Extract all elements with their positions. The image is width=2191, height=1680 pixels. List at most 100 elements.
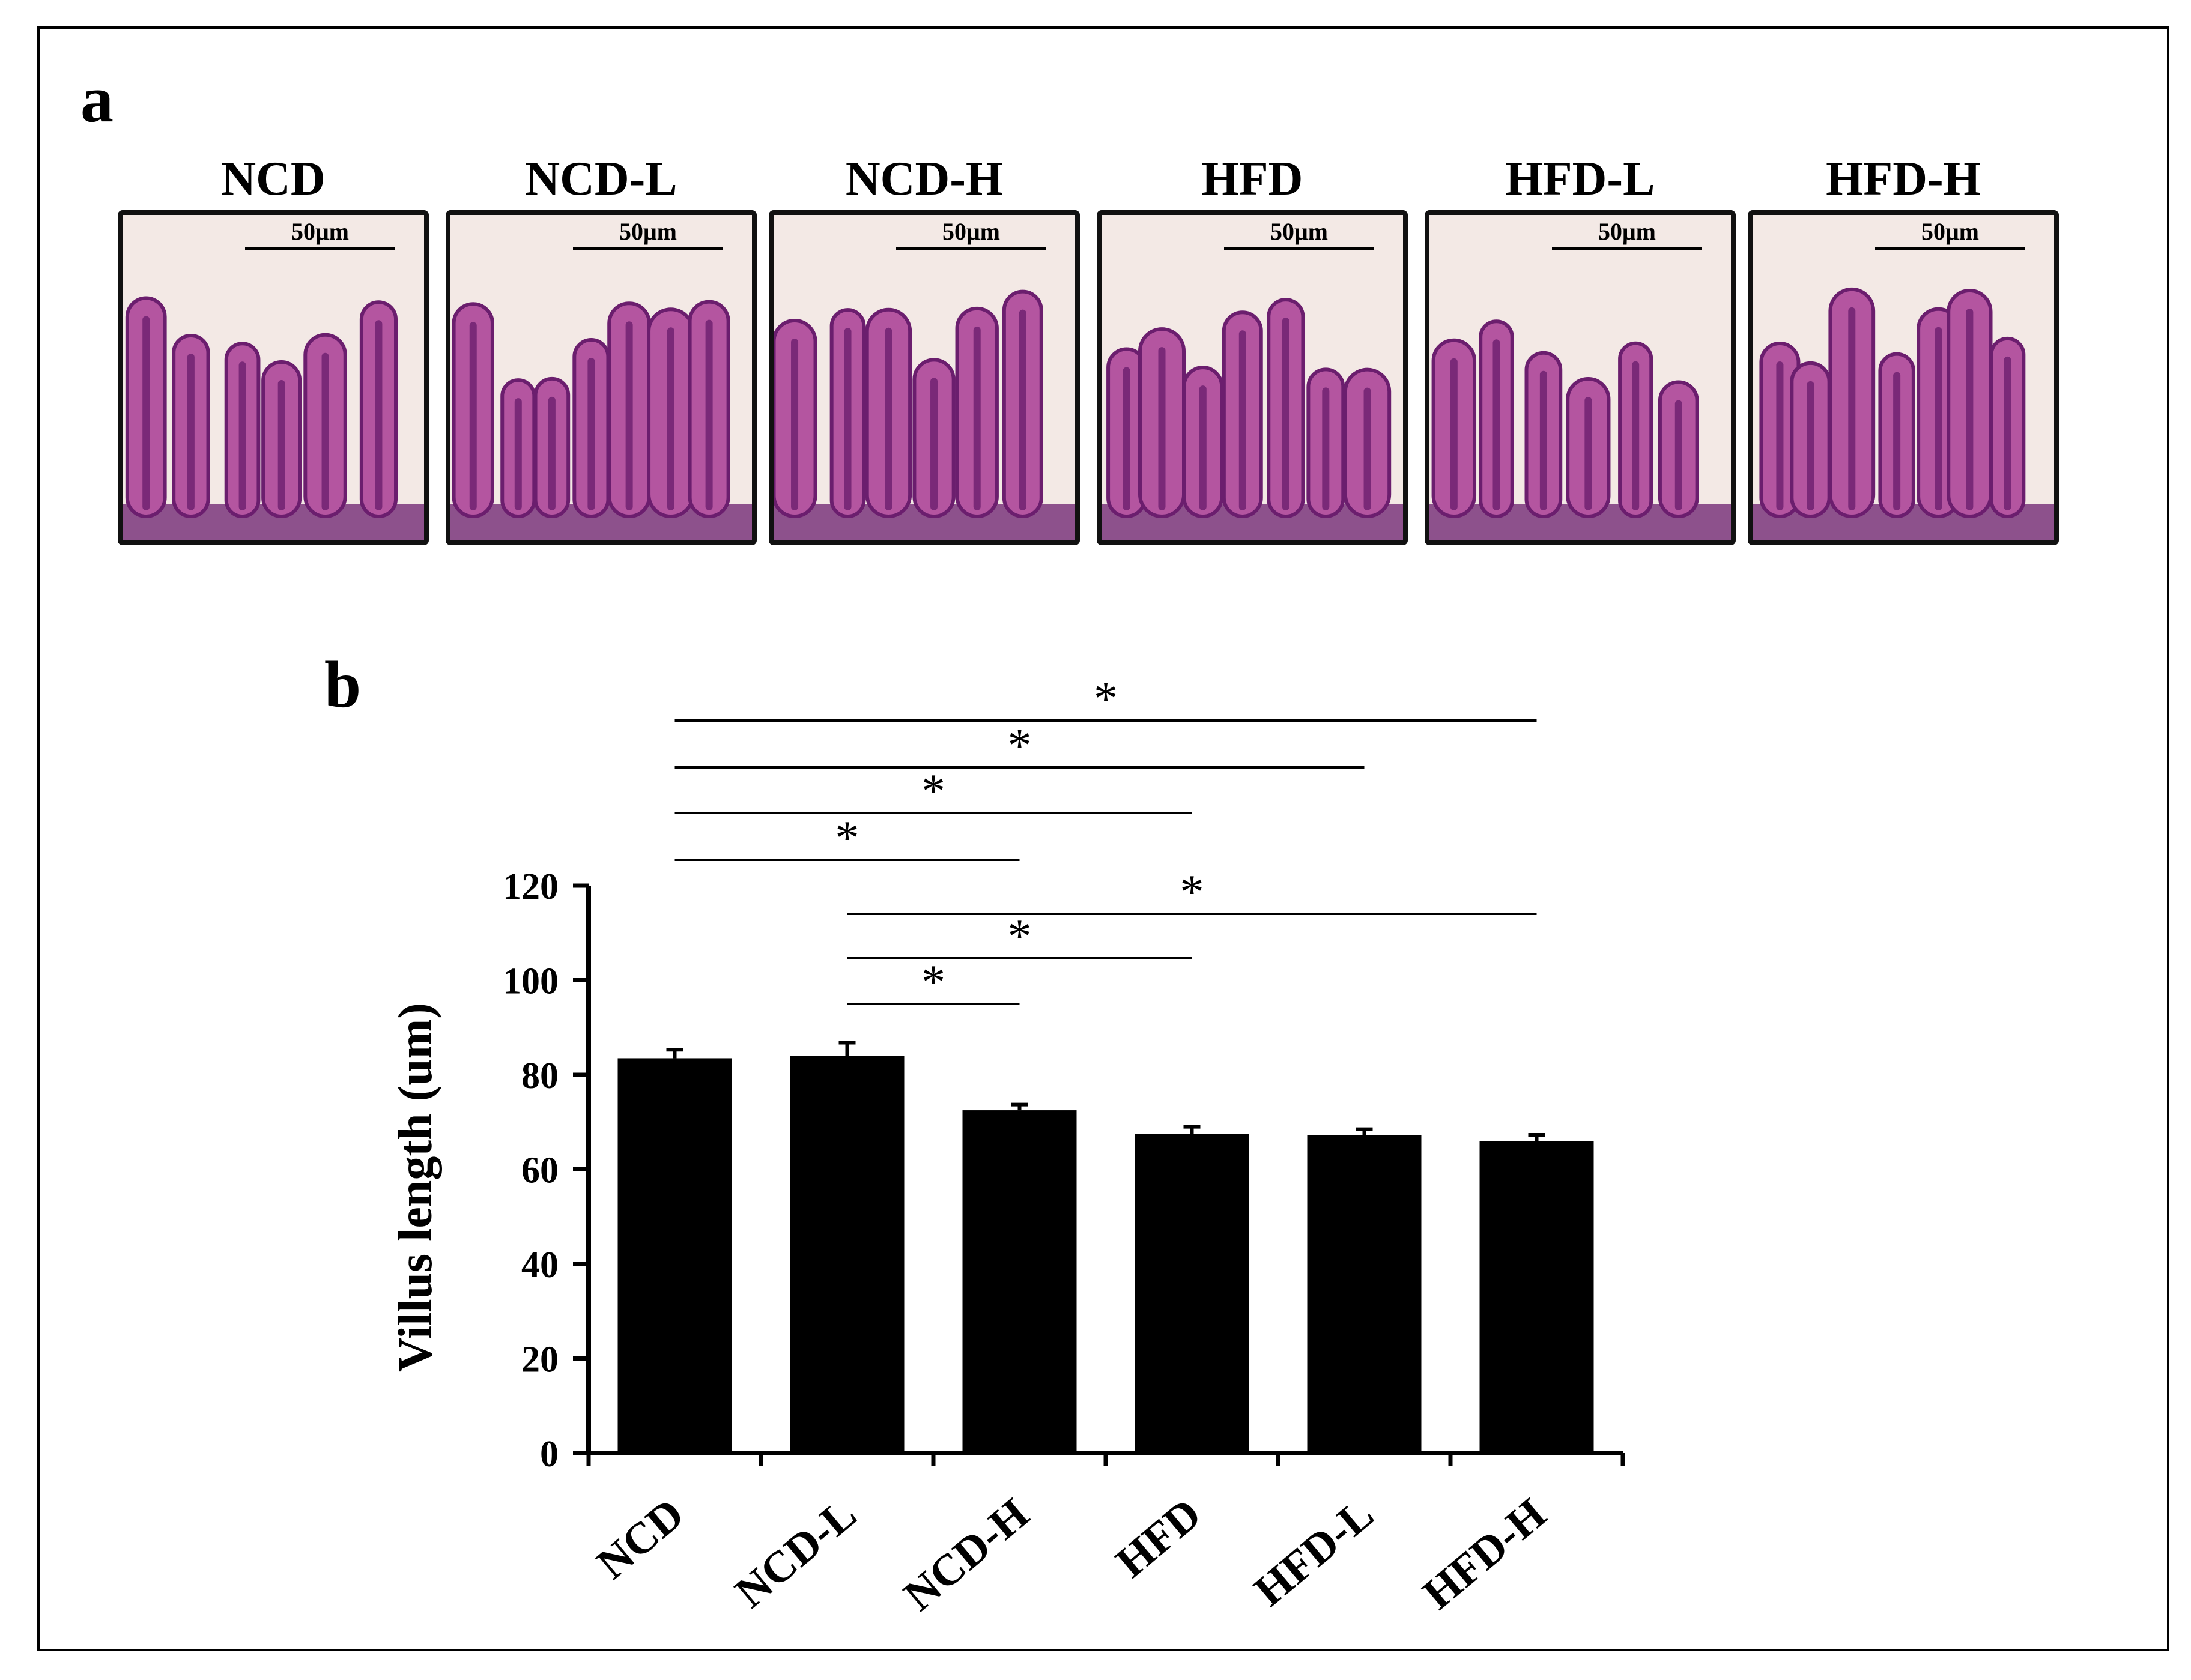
villus-shape [829,308,866,518]
micrograph-title-hfd: HFD [1201,153,1303,205]
y-tick-label: 100 [503,961,559,1002]
bar-ncd [617,1058,732,1453]
micrograph-title-hfd-h: HFD-H [1826,153,1981,205]
scale-bar-label: 50μm [1270,218,1328,245]
significance-mark: * [921,765,945,818]
y-tick-label: 60 [521,1150,559,1191]
micrograph-ncd-l: 50μm [446,210,757,545]
villus-shape [1106,347,1147,518]
scale-bar [1875,247,2025,250]
villus-shape [774,319,817,518]
micrograph-ncd: 50μm [118,210,429,545]
micrograph-title-ncd-h: NCD-H [845,153,1004,205]
villus-shape [1479,319,1514,518]
significance-mark: * [835,812,859,865]
y-tick-label: 20 [521,1340,559,1380]
x-tick-label: HFD-H [1414,1489,1555,1619]
significance-mark: * [1094,672,1118,725]
panel-a-label: a [80,62,114,136]
micrograph-title-ncd: NCD [221,153,326,205]
villus-shape [1524,351,1563,519]
villus-shape [1566,377,1611,518]
scale-bar-label: 50μm [291,218,349,245]
scale-bar-label: 50μm [942,218,1000,245]
villus-shape [1343,367,1392,518]
villus-shape [452,302,494,518]
villus-shape [1002,289,1043,518]
micrograph-hfd-l: 50μm [1425,210,1736,545]
villus-shape [1431,338,1477,518]
y-tick-label: 0 [540,1434,559,1475]
bar-ncd-h [962,1110,1077,1453]
error-bar-hfd-h [1528,1133,1545,1141]
bar-hfd-l [1307,1135,1422,1453]
villus-shape [125,296,167,519]
villus-shape [1138,327,1186,519]
villus-shape [172,334,210,518]
scale-bar-label: 50μm [619,218,677,245]
villus-shape [912,358,956,519]
scale-bar [1224,247,1374,250]
error-bar-ncd-h [1011,1102,1028,1111]
villus-shape [1759,341,1801,518]
scale-bar-label: 50μm [1598,218,1656,245]
villus-shape [1989,336,2026,519]
villus-shape [261,360,302,519]
villus-shape [1828,287,1876,518]
x-tick-label: HFD-L [1245,1489,1383,1616]
y-axis-title: Villus length (um) [389,1003,442,1372]
y-tick-label: 80 [521,1056,559,1096]
figure-frame [37,26,2169,1651]
micrograph-title-ncd-l: NCD-L [525,153,677,205]
micrograph-image [123,215,424,540]
micrograph-image [1753,215,2054,540]
error-bar-ncd-l [838,1041,856,1056]
villus-shape [955,306,999,518]
villus-shape [1878,352,1915,518]
y-tick-label: 40 [521,1245,559,1286]
villus-shape [1618,341,1653,518]
scale-bar [1552,247,1702,250]
x-tick-label: HFD [1107,1489,1210,1587]
micrograph-image [450,215,752,540]
scale-bar [573,247,723,250]
villus-shape [1267,298,1305,518]
scale-bar [896,247,1046,250]
error-bar-hfd [1183,1125,1201,1134]
villus-shape [224,342,261,518]
x-tick-label: NCD-H [895,1489,1038,1621]
y-tick-label: 120 [503,866,559,907]
significance-mark: * [1180,866,1204,919]
villus-shape [688,300,730,518]
villus-shape [1947,288,1993,518]
villus-shape [1306,367,1345,518]
bar-hfd [1135,1134,1249,1453]
x-tick-label: NCD [588,1489,694,1589]
villus-shape [533,376,571,518]
panel-b-label: b [324,648,362,721]
significance-mark: * [921,956,945,1009]
scale-bar [245,247,395,250]
villus-shape [1658,380,1699,518]
villus-shape [1222,310,1263,518]
x-tick-label: NCD-L [726,1489,865,1617]
micrograph-hfd-h: 50μm [1748,210,2059,545]
significance-mark: * [1008,719,1032,772]
micrograph-title-hfd-l: HFD-L [1505,153,1655,205]
micrograph-image [1429,215,1731,540]
villus-shape [359,300,398,519]
villus-shape [303,333,347,518]
micrograph-image [1102,215,1403,540]
bar-ncd-l [790,1056,905,1453]
micrograph-hfd: 50μm [1097,210,1408,545]
villus-shape [1182,366,1224,518]
micrograph-ncd-h: 50μm [769,210,1080,545]
scale-bar-label: 50μm [1921,218,1979,245]
micrograph-image [774,215,1075,540]
significance-mark: * [1008,910,1032,963]
error-bar-ncd [666,1048,683,1059]
error-bar-hfd-l [1356,1127,1373,1135]
bar-hfd-h [1479,1141,1594,1453]
villus-shape [865,307,912,518]
